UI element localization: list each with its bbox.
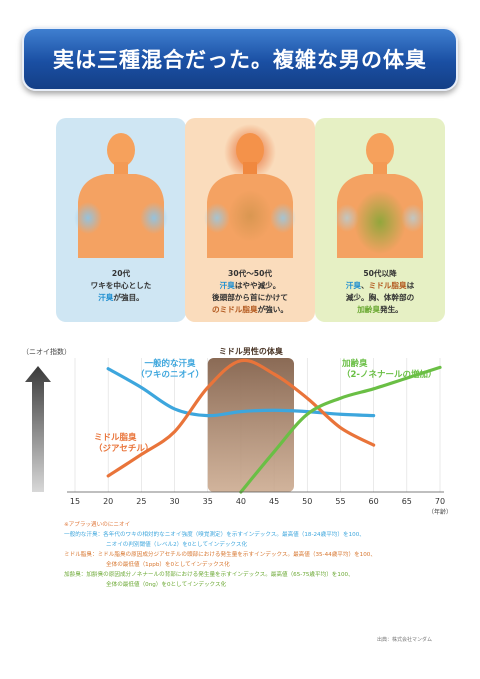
caption-segment: ワキを中心とした	[90, 281, 152, 290]
panel-caption-line: ワキを中心とした	[56, 280, 186, 292]
footnote-line: ニオイの判別閾値（レベル2）を0としてインデックス化	[106, 542, 248, 548]
middle-fat-odor-line	[106, 358, 376, 478]
panel-caption: 20代ワキを中心とした汗臭が強目。	[56, 268, 186, 304]
panel-caption: 50代以降 汗臭、ミドル脂臭は 減少。胸、体幹部の 加齢臭発生。	[315, 268, 445, 316]
panel-20s: 20代ワキを中心とした汗臭が強目。	[56, 118, 186, 322]
x-tick-label: 70	[435, 497, 445, 506]
middle-fat-odor-label: （ジアセチル）	[94, 443, 153, 454]
panel-caption-line: のミドル脂臭が強い。	[185, 304, 315, 316]
highlight-label: ミドル男性の体臭	[219, 346, 283, 356]
caption-segment: が強目。	[113, 293, 144, 302]
caption-segment: 50代以降	[363, 269, 397, 278]
caption-segment: 加齢臭	[357, 305, 380, 314]
aging-odor-label: （2-ノネナールの増加）	[342, 369, 436, 380]
panel-caption-line: 減少。胸、体幹部の	[315, 292, 445, 304]
panel-caption-line: 20代	[56, 268, 186, 280]
aging-odor-label: 加齢臭	[341, 358, 368, 369]
x-tick-label: 20	[103, 497, 113, 506]
title-banner: 実は三種混合だった。複雑な男の体臭	[22, 27, 458, 91]
x-tick-label: 15	[70, 497, 80, 506]
caption-segment: が強い。	[257, 305, 288, 314]
footnote-line: 一般的な汗臭：各年代のワキの相対的なニオイ強度（嗅覚測定）を示すインデックス。最…	[64, 532, 365, 538]
caption-segment: 30代〜50代	[228, 269, 272, 278]
odor-intensity-chart: （ニオイ指数） 15 20 25 30 35 40 45 50 55 60 65 70 （年齢） ミドル男…	[22, 346, 452, 516]
source-credit: 出典：株式会社マンダム	[376, 637, 432, 643]
torso-illustration-50s-plus	[315, 118, 445, 322]
x-tick-label: 60	[369, 497, 379, 506]
middle-fat-odor-label: ミドル脂臭	[94, 432, 137, 443]
aging-odor-line	[239, 365, 442, 494]
sweat-odor-label: （ワキのニオイ）	[136, 369, 204, 380]
x-tick-label: 50	[302, 497, 312, 506]
x-tick-label: 45	[269, 497, 279, 506]
panel-caption: 30代〜50代 汗臭はやや減少。 後頭部から首にかけて のミドル脂臭が強い。	[185, 268, 315, 316]
panel-caption-line: 50代以降	[315, 268, 445, 280]
panel-30s-50s: 30代〜50代 汗臭はやや減少。 後頭部から首にかけて のミドル脂臭が強い。	[185, 118, 315, 322]
footnote-line: 全体の最低値（1ppb）を0としてインデックス化	[106, 562, 230, 568]
y-axis-arrow	[25, 366, 51, 492]
caption-segment: 後頭部から首にかけて	[212, 293, 288, 302]
panel-caption-line: 汗臭が強目。	[56, 292, 186, 304]
caption-segment: ミドル脂臭	[368, 281, 407, 290]
page-title: 実は三種混合だった。複雑な男の体臭	[53, 48, 427, 72]
caption-segment: はやや減少。	[234, 281, 281, 290]
caption-segment: 発生。	[380, 305, 403, 314]
sweat-odor-line	[106, 367, 376, 418]
x-tick-label: 40	[236, 497, 246, 506]
caption-segment: 20代	[111, 269, 131, 278]
torso-illustration-20s	[56, 118, 186, 322]
panel-caption-line: 汗臭、ミドル脂臭は	[315, 280, 445, 292]
x-tick-label: 55	[335, 497, 345, 506]
panel-50s-plus: 50代以降 汗臭、ミドル脂臭は 減少。胸、体幹部の 加齢臭発生。	[315, 118, 445, 322]
caption-segment: のミドル脂臭	[212, 305, 258, 314]
panel-caption-line: 汗臭はやや減少。	[185, 280, 315, 292]
caption-segment: 汗臭	[345, 281, 362, 290]
panel-caption-line: 加齢臭発生。	[315, 304, 445, 316]
footnote-line: ※アプラッ週いのにニオイ	[64, 522, 131, 528]
panel-caption-line: 後頭部から首にかけて	[185, 292, 315, 304]
caption-segment: 汗臭	[219, 281, 235, 290]
caption-segment: 汗臭	[98, 293, 114, 302]
x-tick-label: 35	[203, 497, 213, 506]
x-axis-unit: （年齢）	[428, 508, 452, 516]
y-axis-label: （ニオイ指数）	[22, 347, 71, 356]
x-tick-label: 30	[169, 497, 179, 506]
torso-illustration-30s-50s	[185, 118, 315, 322]
x-tick-label: 25	[136, 497, 146, 506]
sweat-odor-label: 一般的な汗臭	[144, 358, 196, 369]
footnote-line: 全体の最低値（0ng）を0としてインデックス化	[106, 582, 227, 588]
caption-segment: 、	[361, 281, 369, 290]
footnotes: ※アプラッ週いのにニオイ一般的な汗臭：各年代のワキの相対的なニオイ強度（嗅覚測定…	[64, 520, 464, 590]
caption-segment: は	[406, 281, 415, 290]
x-tick-label: 65	[402, 497, 412, 506]
caption-segment: 減少。胸、体幹部の	[345, 293, 415, 302]
footnote-line: ミドル脂臭：ミドル脂臭の原因成分ジアセチルの頭部における発生量を示すインデックス…	[64, 552, 376, 558]
panel-caption-line: 30代〜50代	[185, 268, 315, 280]
footnote-line: 加齢臭：加齢臭の原因成分ノネナールの背部における発生量を示すインデックス。最高値…	[64, 572, 354, 578]
highlight-band	[207, 358, 294, 492]
